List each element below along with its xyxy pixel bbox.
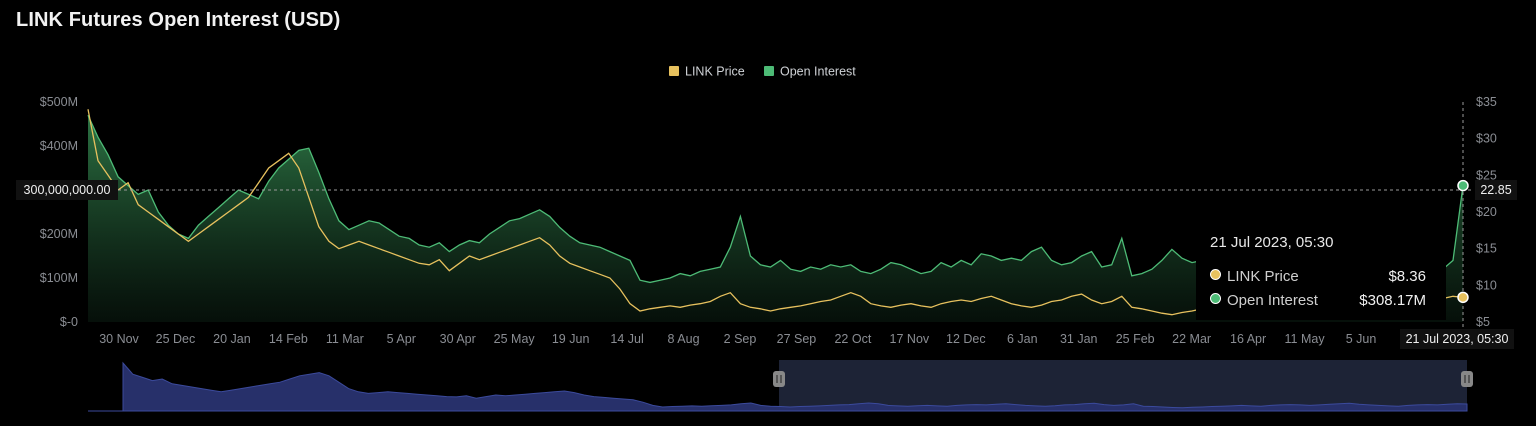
x-tick-label: 17 Nov xyxy=(890,332,930,346)
x-tick-label: 25 Feb xyxy=(1116,332,1155,346)
x-tick-label: 2 Sep xyxy=(724,332,757,346)
legend-swatch-icon xyxy=(669,66,679,76)
x-tick-label: 19 Jun xyxy=(552,332,590,346)
oi-dot-icon xyxy=(1210,293,1221,304)
y-left-tick-label: $-0 xyxy=(60,315,78,329)
x-tick-label: 22 Mar xyxy=(1172,332,1211,346)
x-tick-label: 11 May xyxy=(1285,332,1326,346)
x-tick-label: 22 Oct xyxy=(834,332,871,346)
x-tick-label: 12 Dec xyxy=(946,332,986,346)
chart-title: LINK Futures Open Interest (USD) xyxy=(16,9,341,31)
x-tick-label: 20 Jan xyxy=(213,332,251,346)
y-left-tick-label: $500M xyxy=(40,95,78,109)
x-tick-label: 11 Mar xyxy=(326,332,364,346)
y-right-tick-label: $5 xyxy=(1476,315,1490,329)
x-tick-label: 14 Jul xyxy=(610,332,643,346)
tooltip-value: $308.17M xyxy=(1359,292,1426,309)
navigator-right-handle-icon[interactable] xyxy=(1461,371,1473,387)
tooltip: 21 Jul 2023, 05:30 LINK Price $8.36 Open… xyxy=(1196,226,1446,320)
x-tick-label: 31 Jan xyxy=(1060,332,1098,346)
tooltip-time: 21 Jul 2023, 05:30 xyxy=(1210,234,1334,251)
crosshair-y-label-right: 22.85 xyxy=(1475,180,1517,200)
tooltip-value: $8.36 xyxy=(1388,268,1426,285)
legend-label: LINK Price xyxy=(685,65,745,79)
y-left-tick-label: $200M xyxy=(40,227,78,241)
navigator-selection xyxy=(779,360,1467,411)
y-right-tick-label: $10 xyxy=(1476,278,1497,292)
price-marker xyxy=(1457,291,1469,304)
crosshair xyxy=(118,102,1472,330)
crosshair-y-label-left: 300,000,000.00 xyxy=(16,180,118,200)
legend-swatch-icon xyxy=(764,66,774,76)
open-interest-area xyxy=(88,115,1463,322)
legend-label: Open Interest xyxy=(780,65,856,79)
tooltip-row-price: LINK Price $8.36 xyxy=(1210,268,1432,285)
y-axis-left: $-0$100M$200M$300M$400M$500M xyxy=(40,95,78,329)
chart-legend: LINK Price Open Interest xyxy=(669,65,856,79)
y-left-tick-label: $400M xyxy=(40,139,78,153)
x-tick-label: 25 Dec xyxy=(156,332,196,346)
x-tick-label: 16 Apr xyxy=(1230,332,1266,346)
price-dot-icon xyxy=(1210,269,1221,280)
x-tick-label: 8 Aug xyxy=(668,332,700,346)
range-navigator[interactable] xyxy=(88,355,1473,412)
y-axis-right: $5 $10 $15 $20 $25 $30 $35 xyxy=(1476,95,1497,329)
x-tick-label: 14 Feb xyxy=(269,332,308,346)
x-tick-label: 30 Apr xyxy=(440,332,476,346)
y-right-tick-label: $25 xyxy=(1476,168,1497,182)
y-right-tick-label: $15 xyxy=(1476,242,1497,256)
x-tick-label: 25 May xyxy=(494,332,536,346)
tooltip-label: LINK Price xyxy=(1227,268,1299,285)
y-right-tick-label: $35 xyxy=(1476,95,1497,109)
x-tick-label: 27 Sep xyxy=(777,332,817,346)
navigator-left-handle-icon[interactable] xyxy=(773,371,785,387)
y-left-tick-label: $100M xyxy=(40,271,78,285)
oi-marker xyxy=(1457,179,1469,192)
x-tick-label: 5 Jun xyxy=(1346,332,1377,346)
x-tick-label: 5 Apr xyxy=(387,332,416,346)
tooltip-label: Open Interest xyxy=(1227,292,1318,309)
x-tick-label: 30 Nov xyxy=(99,332,139,346)
y-right-tick-label: $30 xyxy=(1476,132,1497,146)
y-right-tick-label: $20 xyxy=(1476,205,1497,219)
navigator-area xyxy=(88,361,1468,412)
crosshair-x-label: 21 Jul 2023, 05:30 xyxy=(1400,329,1514,349)
x-axis: 30 Nov 25 Dec 20 Jan 14 Feb 11 Mar 5 Apr 30 Ap… xyxy=(99,332,1376,346)
x-tick-label: 6 Jan xyxy=(1007,332,1038,346)
tooltip-row-oi: Open Interest $308.17M xyxy=(1210,292,1432,309)
